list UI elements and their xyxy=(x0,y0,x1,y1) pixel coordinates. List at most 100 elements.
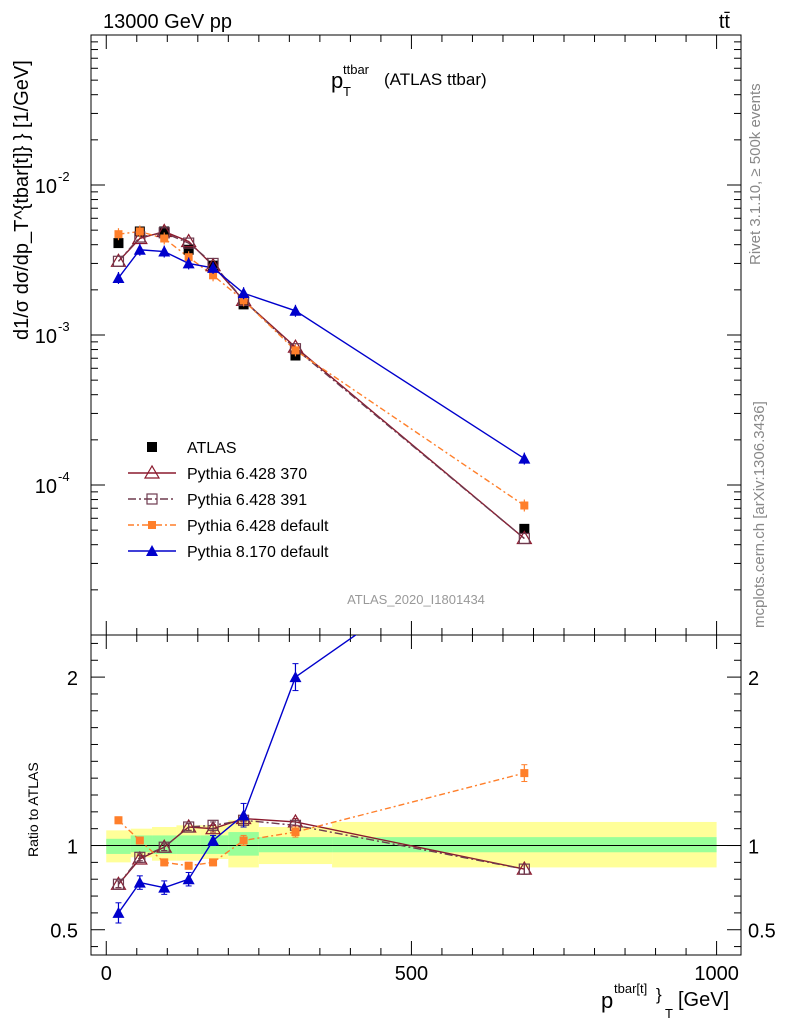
series-line-py8 xyxy=(117,249,525,460)
main-y-tick-label-base: 10 xyxy=(35,176,57,198)
ratio-x-tick-label: 1000 xyxy=(694,963,739,985)
ratio-y-tick-labels: 0.5 0.5 1 1 2 2 xyxy=(50,668,776,943)
ratio-point-py391 xyxy=(207,819,219,831)
header-energy-label: 13000 GeV pp xyxy=(103,11,232,33)
ratio-uncertainty-bands xyxy=(106,820,717,868)
series-line-py391 xyxy=(117,232,525,540)
point-py8 xyxy=(133,243,146,255)
point-atlas xyxy=(159,226,170,237)
point-py8 xyxy=(158,245,171,257)
series-line-py370 xyxy=(117,230,525,540)
ratio-point-pydef xyxy=(209,858,218,867)
ratio-point-pydef xyxy=(114,816,123,825)
point-pydef xyxy=(520,501,529,510)
point-py8 xyxy=(112,271,125,283)
ratio-point-py370 xyxy=(131,850,148,865)
point-pydef xyxy=(239,296,248,305)
legend-marker-pydef xyxy=(148,521,156,529)
ratio-series-layer xyxy=(110,511,533,924)
ratio-x-tick-label: 500 xyxy=(395,963,428,985)
ratio-y-tick-label-left: 0.5 xyxy=(50,921,78,943)
xlabel-unit: [GeV] xyxy=(678,989,729,1011)
point-pydef xyxy=(114,230,123,239)
ratio-point-pydef xyxy=(291,828,300,837)
analysis-id: ATLAS_2020_I1801434 xyxy=(347,592,485,607)
legend-marker-atlas xyxy=(147,442,157,452)
xlabel-brace: } xyxy=(656,985,662,1004)
band-inner-3 xyxy=(176,835,201,854)
ratio-x-tick-label: 0 xyxy=(101,963,112,985)
point-pydef xyxy=(184,253,193,262)
ratio-axis-ticks xyxy=(91,635,741,955)
legend-label-py8: Pythia 8.170 default xyxy=(187,544,329,561)
ratio-line-py391 xyxy=(117,819,525,885)
band-inner-6 xyxy=(258,837,333,853)
ratio-point-py8 xyxy=(182,873,195,885)
point-py370 xyxy=(131,230,148,245)
rivet-version-label: Rivet 3.1.10, ≥ 500k events xyxy=(747,83,764,265)
ratio-y-tick-label-left: 2 xyxy=(67,668,78,690)
legend-marker-py391 xyxy=(146,493,158,505)
ratio-y-tick-label-right: 2 xyxy=(748,668,759,690)
point-pydef xyxy=(135,227,144,236)
point-pydef xyxy=(160,234,169,243)
main-y-tick-label-exponent: -3 xyxy=(58,319,70,334)
ratio-line-pydef xyxy=(117,772,525,867)
point-py370 xyxy=(180,233,197,248)
band-inner-7 xyxy=(332,837,717,853)
ratio-y-tick-label-right: 1 xyxy=(748,837,759,859)
ratio-point-py391 xyxy=(183,821,195,833)
ratio-point-pydef xyxy=(239,836,248,845)
ratio-line-py370 xyxy=(117,817,525,885)
legend-label-py370: Pythia 6.428 370 xyxy=(187,466,307,483)
ratio-line-py8 xyxy=(117,635,357,914)
point-atlas xyxy=(113,238,124,249)
main-axis-ticks xyxy=(91,34,741,636)
ratio-point-pydef xyxy=(520,769,529,778)
legend-label-atlas: ATLAS xyxy=(187,440,237,457)
ratio-point-py8 xyxy=(207,834,220,846)
ratio-point-py8 xyxy=(289,671,302,683)
x-axis-label: p tbar[t] } T [GeV] xyxy=(601,981,729,1021)
point-py8 xyxy=(207,261,220,273)
ratio-y-axis-label: Ratio to ATLAS xyxy=(25,762,41,857)
ratio-point-py391 xyxy=(518,863,530,875)
point-py8 xyxy=(182,257,195,269)
point-atlas xyxy=(519,523,530,534)
title-superscript: ttbar xyxy=(343,62,370,77)
point-py391 xyxy=(183,237,195,249)
main-y-tick-label-base: 10 xyxy=(35,476,57,498)
legend: ATLAS Pythia 6.428 370 Pythia 6.428 391 Pyt… xyxy=(128,440,329,561)
legend-marker-py370 xyxy=(143,464,161,479)
legend-marker-py8 xyxy=(146,545,158,556)
point-py8 xyxy=(237,287,250,299)
ratio-point-py8 xyxy=(518,511,530,522)
point-py8 xyxy=(518,452,531,464)
point-py391 xyxy=(518,532,530,545)
main-series-layer xyxy=(110,223,533,545)
ratio-point-py391 xyxy=(134,851,146,863)
ratio-point-py391 xyxy=(112,878,125,890)
band-inner-0 xyxy=(106,838,131,854)
title-subscript: T xyxy=(343,84,351,99)
title-rest: (ATLAS ttbar) xyxy=(384,70,487,89)
legend-label-py391: Pythia 6.428 391 xyxy=(187,492,307,509)
main-y-tick-labels: 10-210-310-4 xyxy=(35,169,70,498)
title-p: p xyxy=(331,68,343,93)
plot-title: p ttbar T (ATLAS ttbar) xyxy=(331,62,487,99)
ratio-point-pydef xyxy=(135,836,144,845)
main-y-tick-label-exponent: -4 xyxy=(58,469,70,484)
ratio-plot-frame xyxy=(90,634,742,956)
ratio-point-py8 xyxy=(133,876,146,888)
point-pydef xyxy=(209,271,218,280)
legend-label-pydef: Pythia 6.428 default xyxy=(187,518,329,535)
main-y-tick-label-base: 10 xyxy=(35,326,57,348)
xlabel-superscript: tbar[t] xyxy=(614,981,647,996)
ratio-point-py8 xyxy=(237,809,250,821)
ratio-point-py391 xyxy=(158,841,170,853)
point-py391 xyxy=(112,255,125,267)
ratio-point-py8 xyxy=(158,881,171,893)
ratio-point-py8 xyxy=(112,906,125,918)
main-y-axis-label: d1/σ dσ/dp_T^{tbar[t]} } [1/GeV] xyxy=(11,60,33,340)
